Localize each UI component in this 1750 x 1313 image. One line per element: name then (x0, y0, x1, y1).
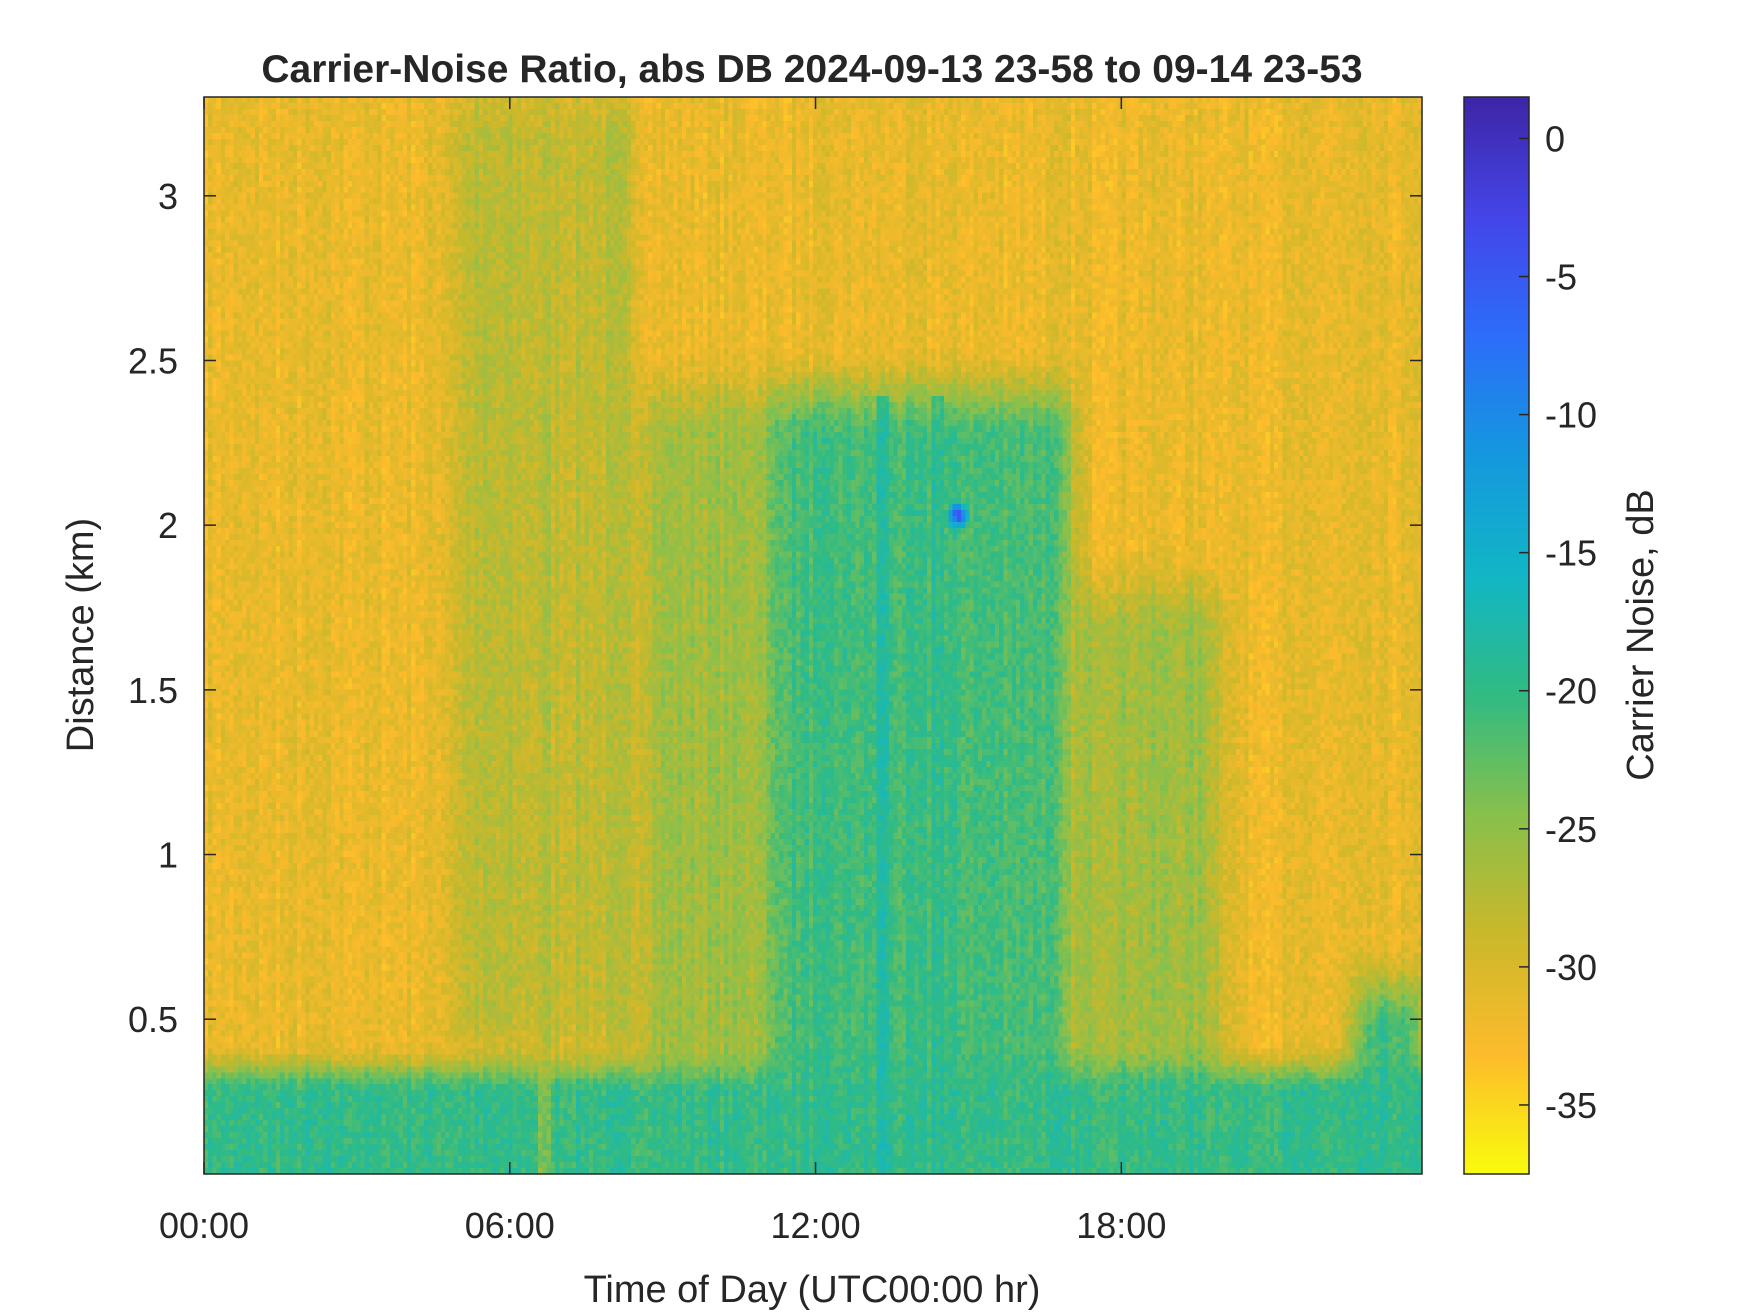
heatmap-cells (204, 97, 1422, 1174)
colorbar-label: Carrier Noise, dB (1620, 489, 1662, 780)
colorbar-tick-label: -25 (1545, 809, 1597, 850)
x-axis-label: Time of Day (UTC00:00 hr) (584, 1269, 1041, 1311)
colorbar-tick-label: -30 (1545, 947, 1597, 988)
y-tick-label: 1.5 (128, 670, 178, 711)
plot-area: 00:00 06:00 12:00 18:00 0.5 1 1.5 2 2.5 3 (128, 96, 1423, 1246)
y-axis-ticks: 0.5 1 1.5 2 2.5 3 (128, 176, 1422, 1040)
y-tick-label: 2 (158, 505, 178, 546)
x-tick-label: 00:00 (159, 1205, 249, 1246)
plot-frame (203, 96, 1423, 1175)
chart-title: Carrier-Noise Ratio, abs DB 2024-09-13 2… (261, 48, 1362, 91)
colorbar-gradient (1464, 97, 1529, 1174)
colorbar-tick-label: -20 (1545, 671, 1597, 712)
x-tick-label: 12:00 (771, 1205, 861, 1246)
colorbar-tick-label: -5 (1545, 257, 1577, 298)
colorbar-tick-label: -35 (1545, 1085, 1597, 1126)
colorbar-ticks: 0 -5 -10 -15 -20 -25 -30 -35 (1519, 118, 1597, 1126)
y-tick-label: 1 (158, 835, 178, 876)
x-axis-ticks: 00:00 06:00 12:00 18:00 (159, 97, 1166, 1246)
colorbar-tick-label: -15 (1545, 533, 1597, 574)
x-tick-label: 18:00 (1076, 1205, 1166, 1246)
colorbar-frame (1463, 96, 1530, 1175)
colorbar-tick-label: -10 (1545, 395, 1597, 436)
y-axis-label: Distance (km) (60, 518, 102, 752)
colorbar-tick-label: 0 (1545, 118, 1565, 159)
y-tick-label: 3 (158, 176, 178, 217)
x-tick-label: 06:00 (465, 1205, 555, 1246)
colorbar: 0 -5 -10 -15 -20 -25 -30 -35 (1463, 96, 1597, 1175)
y-tick-label: 0.5 (128, 999, 178, 1040)
y-tick-label: 2.5 (128, 340, 178, 381)
